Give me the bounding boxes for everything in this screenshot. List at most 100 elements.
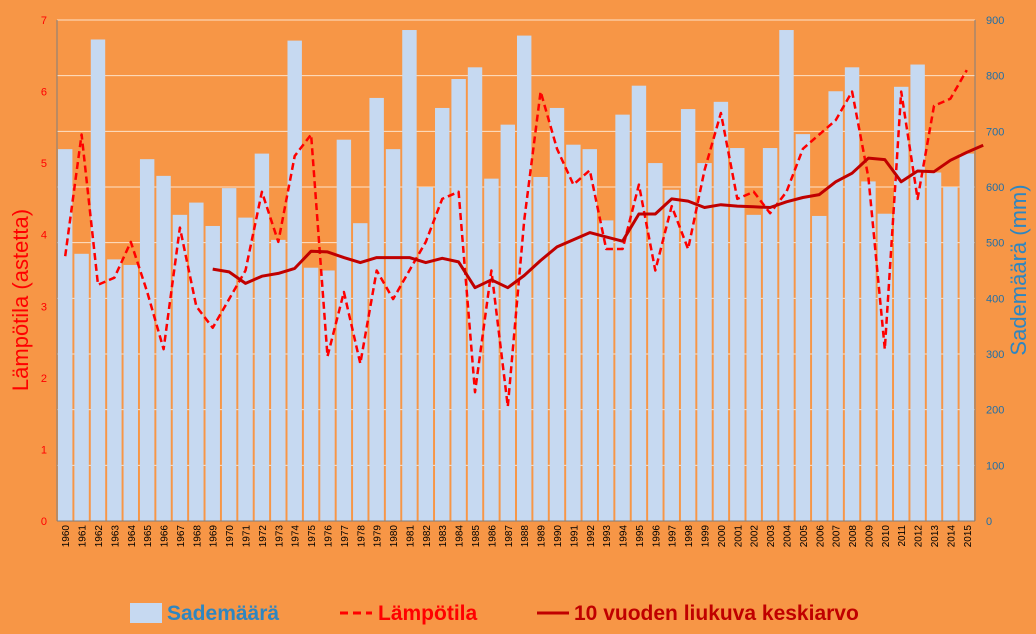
x-tick-label: 1993 [602, 525, 613, 548]
x-tick-label: 1966 [160, 525, 171, 548]
x-tick-label: 1965 [143, 525, 154, 548]
x-tick-label: 1969 [209, 525, 220, 548]
x-tick-label: 1967 [176, 525, 187, 548]
bar-2010 [877, 213, 893, 521]
bar-2005 [795, 134, 811, 521]
legend-label-lampotila: Lämpötila [378, 602, 477, 625]
bar-1970 [221, 188, 237, 521]
bar-2013 [926, 172, 942, 521]
x-tick-label: 1990 [553, 525, 564, 548]
x-tick-label: 1973 [274, 525, 285, 548]
x-tick-label: 2001 [733, 525, 744, 548]
legend-label-moving-average: 10 vuoden liukuva keskiarvo [574, 602, 859, 625]
bar-1994 [615, 114, 630, 521]
x-tick-label: 1977 [340, 525, 351, 548]
bar-1995 [631, 85, 647, 521]
bar-2001 [730, 148, 745, 522]
right-tick-label: 300 [986, 349, 1004, 361]
bar-1963 [107, 259, 122, 521]
left-tick-label: 1 [41, 444, 47, 456]
bar-1999 [697, 163, 712, 521]
x-tick-label: 1972 [258, 525, 269, 548]
bar-1979 [369, 97, 384, 521]
right-axis-label: Sademäärä (mm) [1006, 184, 1031, 355]
right-tick-label: 900 [986, 15, 1004, 27]
bar-1980 [385, 149, 401, 521]
right-tick-label: 600 [986, 182, 1004, 194]
x-tick-label: 2013 [930, 525, 941, 548]
bar-2000 [713, 101, 729, 521]
x-tick-label: 2009 [864, 525, 875, 548]
x-tick-label: 1992 [586, 525, 597, 548]
x-tick-label: 1998 [684, 525, 695, 548]
x-tick-label: 1963 [110, 525, 121, 548]
x-tick-label: 1995 [635, 525, 646, 548]
bar-1993 [598, 220, 614, 521]
bar-1971 [238, 217, 253, 521]
bar-1977 [336, 139, 352, 521]
x-tick-label: 2015 [963, 525, 974, 548]
legend: Sademäärä Lämpötila 10 vuoden liukuva ke… [130, 602, 859, 625]
precipitation-bars [57, 30, 975, 522]
x-tick-label: 1988 [520, 525, 531, 548]
x-tick-label: 2006 [815, 525, 826, 548]
x-axis-ticks: 1960 1961 1962 1963 1964 1965 1966 1967 1968 1969… [61, 525, 974, 548]
bar-1989 [533, 176, 548, 522]
bar-1984 [451, 79, 466, 522]
bar-1986 [484, 178, 499, 521]
x-tick-label: 2012 [914, 525, 925, 548]
bar-2003 [762, 148, 778, 522]
x-tick-label: 1979 [373, 525, 384, 548]
x-tick-label: 1981 [405, 525, 416, 548]
legend-swatch-sademaara [130, 603, 162, 623]
x-tick-label: 2014 [946, 525, 957, 548]
x-tick-label: 1983 [438, 525, 449, 548]
x-tick-label: 2010 [881, 525, 892, 548]
x-tick-label: 1970 [225, 525, 236, 548]
x-tick-label: 1964 [127, 525, 138, 548]
bar-1968 [189, 202, 204, 521]
x-tick-label: 1987 [504, 525, 515, 548]
x-tick-label: 1974 [291, 525, 302, 548]
bar-1987 [500, 124, 516, 522]
right-tick-label: 100 [986, 460, 1004, 472]
x-tick-label: 2007 [832, 525, 843, 548]
x-tick-label: 1960 [61, 525, 72, 548]
left-tick-label: 7 [41, 15, 47, 27]
bar-1974 [287, 40, 302, 521]
bar-2014 [943, 187, 958, 521]
left-tick-label: 4 [41, 230, 47, 242]
bar-1967 [172, 214, 188, 522]
x-tick-label: 1982 [422, 525, 433, 548]
x-tick-label: 1984 [455, 525, 466, 548]
bar-1998 [680, 109, 696, 522]
axes [56, 20, 976, 522]
left-axis-label: Lämpötila (astetta) [8, 209, 33, 391]
x-tick-label: 1961 [78, 525, 89, 548]
bar-1969 [205, 225, 220, 521]
bar-1965 [139, 159, 155, 521]
bar-1975 [303, 267, 319, 521]
left-tick-label: 2 [41, 373, 47, 385]
x-tick-label: 2003 [766, 525, 777, 548]
x-tick-label: 1999 [701, 525, 712, 548]
bar-1978 [353, 223, 368, 521]
bar-2009 [861, 181, 876, 521]
bar-1981 [402, 30, 417, 522]
x-tick-label: 1980 [389, 525, 400, 548]
bar-2007 [828, 91, 843, 522]
bar-2004 [779, 30, 794, 522]
bar-2012 [910, 64, 925, 522]
x-tick-label: 1994 [619, 525, 630, 548]
bar-1992 [582, 149, 597, 521]
x-tick-label: 1985 [471, 525, 482, 548]
bar-1985 [467, 67, 483, 522]
bar-1982 [418, 187, 434, 521]
bar-1972 [254, 153, 270, 521]
right-tick-label: 800 [986, 71, 1004, 83]
left-axis-ticks: 0 1 2 3 4 5 6 7 [41, 15, 47, 528]
right-tick-label: 500 [986, 238, 1004, 250]
x-tick-label: 1997 [668, 525, 679, 548]
bar-2008 [844, 67, 860, 522]
